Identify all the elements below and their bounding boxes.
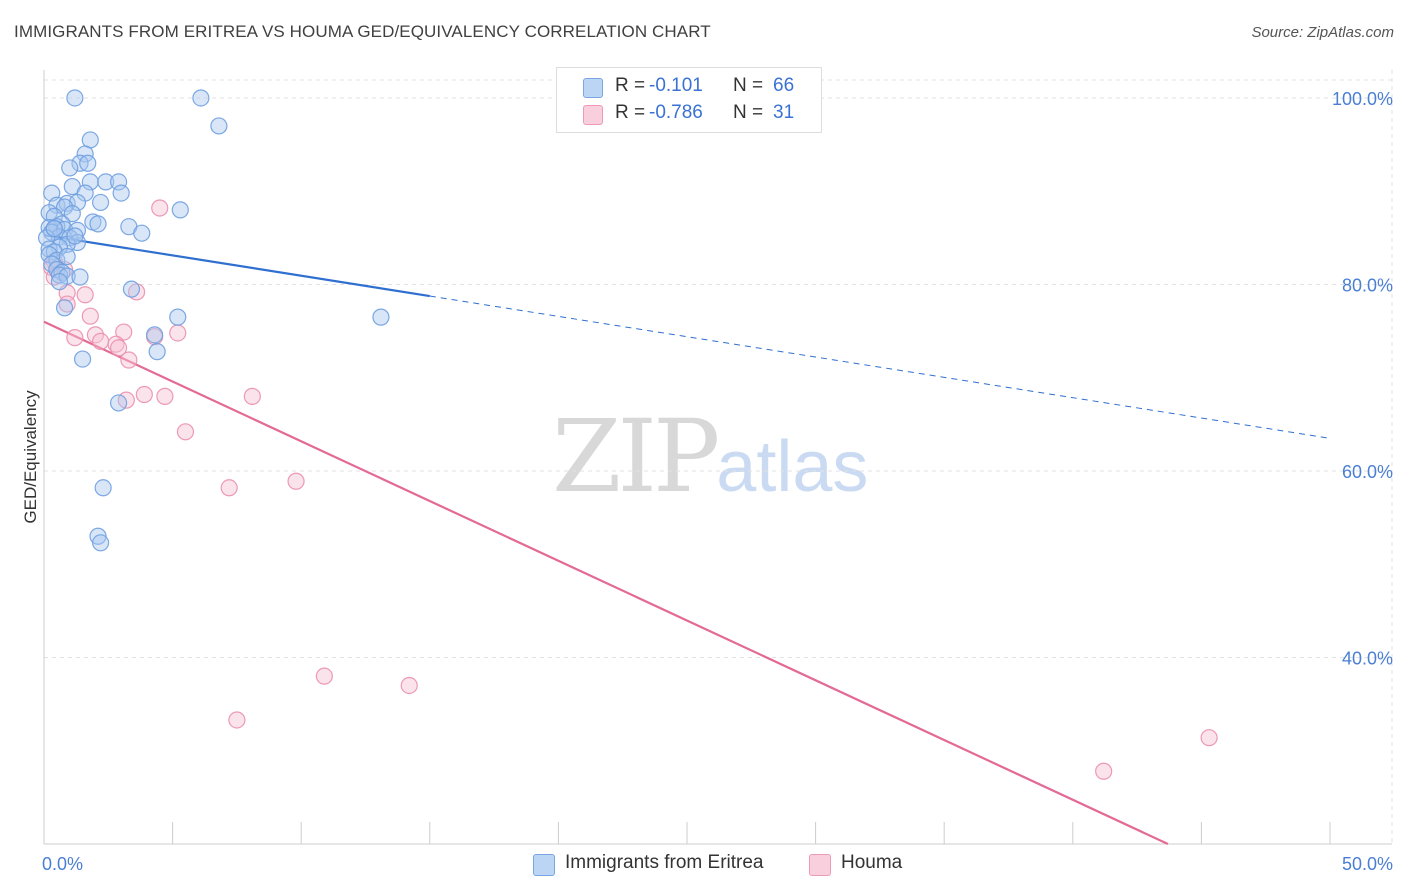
watermark-zip: ZIP (552, 398, 720, 515)
legend-n-label: N = (733, 75, 764, 96)
eritrea-point (169, 308, 187, 326)
eritrea-point (112, 184, 130, 202)
houma-point (151, 199, 169, 217)
houma-point (315, 667, 333, 685)
legend-r-value: -0.101 (649, 75, 703, 96)
legend-r-value: -0.786 (649, 102, 703, 123)
axes-layer (43, 70, 1392, 845)
eritrea-point (91, 193, 110, 212)
houma-point (135, 385, 153, 404)
eritrea-point (94, 479, 112, 497)
y-axis-label: GED/Equivalency (21, 390, 40, 524)
houma-point (228, 711, 246, 729)
eritrea-point (133, 224, 151, 242)
chart-title: IMMIGRANTS FROM ERITREA VS HOUMA GED/EQU… (14, 22, 711, 41)
houma-trend-line (43, 320, 1169, 845)
y-tick-label: 40.0% (1342, 648, 1393, 668)
trend-layer (43, 233, 1331, 845)
series-legend: Immigrants from Eritrea Houma (0, 852, 1406, 878)
eritrea-point (122, 280, 141, 298)
houma-point (109, 339, 128, 357)
y-tick-label: 80.0% (1342, 275, 1393, 295)
eritrea-point (148, 343, 166, 361)
eritrea-point (109, 173, 128, 191)
eritrea-point (91, 534, 110, 552)
eritrea-point (89, 215, 107, 233)
eritrea-point (79, 154, 97, 172)
legend-row-eritrea: R = -0.101 N = 66 (557, 73, 821, 101)
legend-swatch-houma (583, 105, 603, 125)
eritrea-point (63, 205, 81, 223)
houma-point (91, 332, 110, 350)
y-tick-label: 60.0% (1342, 462, 1393, 482)
legend-r-label: R = (615, 102, 646, 123)
houma-point (76, 286, 94, 304)
y-tick-label: 100.0% (1332, 89, 1393, 109)
houma-point (169, 324, 187, 342)
legend-n-value: 31 (773, 102, 795, 123)
houma-point (115, 323, 133, 341)
houma-point (287, 472, 305, 490)
eritrea-point (45, 219, 63, 238)
eritrea-trend-extension (429, 295, 1331, 439)
series-swatch-eritrea (533, 854, 555, 876)
watermark-atlas: atlas (716, 427, 869, 507)
points-layer (37, 89, 1218, 780)
correlation-legend: R = -0.101 N = 66 R = -0.786 N = 31 (556, 67, 822, 133)
x-tick-label: 50.0% (1342, 854, 1393, 874)
eritrea-point (210, 117, 228, 135)
legend-swatch-eritrea (583, 78, 603, 98)
eritrea-point (372, 308, 390, 326)
x-tick-label: 0.0% (42, 854, 83, 874)
eritrea-point (66, 89, 84, 107)
houma-point (400, 676, 418, 695)
series-swatch-houma (809, 854, 831, 876)
legend-row-houma: R = -0.786 N = 31 (557, 100, 821, 128)
houma-point (127, 283, 146, 301)
houma-point (120, 351, 138, 369)
legend-r-label: R = (615, 75, 646, 96)
houma-point (66, 329, 84, 347)
series-label-houma: Houma (841, 852, 903, 873)
labels-layer: 40.0% 60.0% 80.0% 100.0% 0.0% 50.0% GED/Equiva… (21, 89, 1393, 874)
eritrea-point (109, 394, 128, 412)
series-label-eritrea: Immigrants from Eritrea (565, 852, 764, 873)
eritrea-point (50, 273, 69, 291)
houma-point (220, 479, 238, 497)
eritrea-point (145, 326, 164, 344)
eritrea-point (71, 268, 89, 286)
grid-layer (44, 70, 1393, 844)
eritrea-point (73, 350, 92, 368)
eritrea-point (55, 299, 74, 317)
eritrea-point (66, 227, 84, 245)
eritrea-point (68, 193, 87, 212)
source-label: Source: ZipAtlas.com (1251, 24, 1394, 41)
eritrea-point (61, 159, 79, 177)
eritrea-point (97, 173, 115, 191)
houma-point (176, 423, 195, 441)
watermark: ZIPatlas (552, 398, 868, 515)
legend-n-value: 66 (773, 75, 795, 96)
houma-point (156, 387, 174, 405)
eritrea-point (192, 89, 210, 107)
eritrea-point (58, 247, 76, 266)
houma-point (81, 307, 99, 325)
houma-point (243, 387, 261, 405)
houma-point (1095, 762, 1113, 780)
eritrea-trend-line (43, 233, 430, 298)
houma-point (1200, 729, 1218, 747)
eritrea-point (171, 201, 189, 219)
legend-n-label: N = (733, 102, 764, 123)
